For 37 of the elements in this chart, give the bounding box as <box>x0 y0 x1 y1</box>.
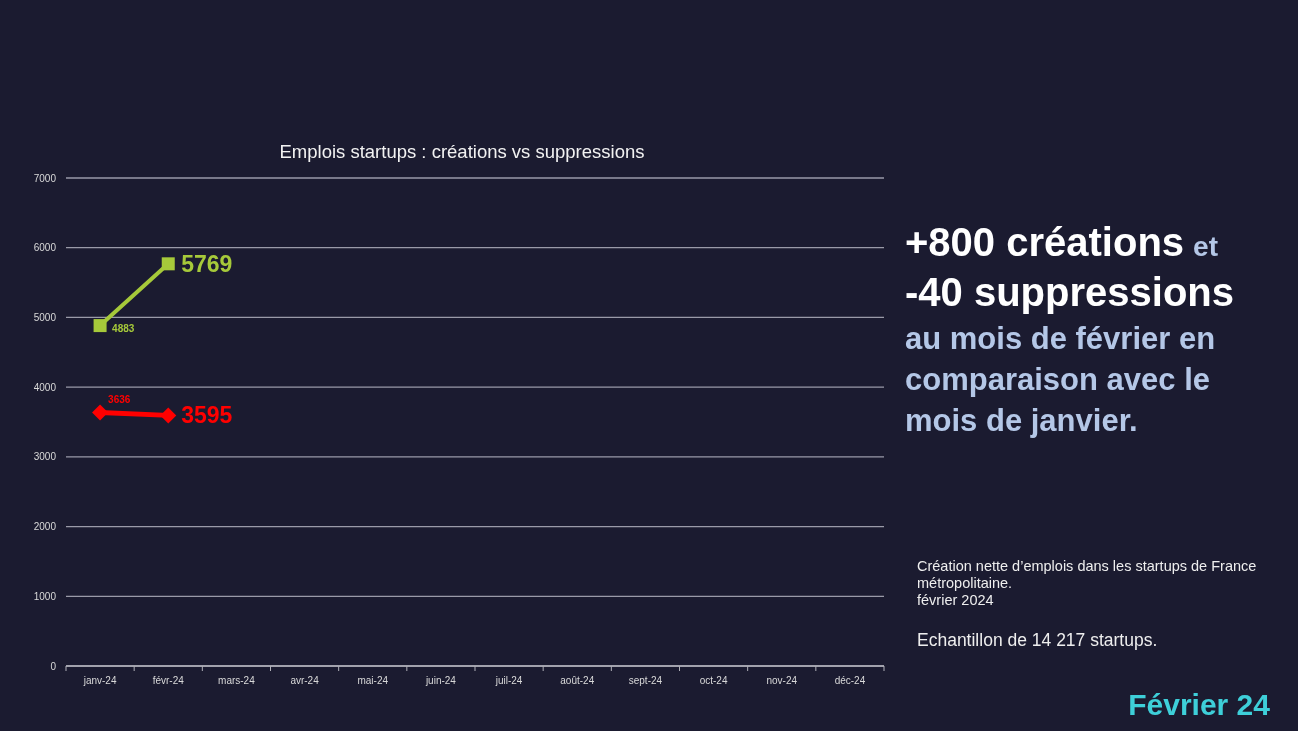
x-tick-label: avr-24 <box>290 675 320 686</box>
point <box>161 257 175 271</box>
text: Février 24 <box>1128 688 1271 721</box>
x-tick-label: mars-24 <box>218 675 256 686</box>
text: Création nette d’emplois dans les startups de France métropolitaine. <box>917 558 1257 591</box>
x-tick-label: janv-24 <box>82 675 117 686</box>
point <box>160 407 177 424</box>
x-tick-label: août-24 <box>560 675 595 686</box>
x-tick-label: juin-24 <box>424 675 457 686</box>
point <box>93 319 107 333</box>
text: au mois de février en comparaison avec le mois de janvier. <box>905 321 1216 438</box>
y-tick-label: 1000 <box>33 590 57 602</box>
x-tick-label: sept-24 <box>628 675 663 686</box>
y-tick-label: 3000 <box>33 451 57 463</box>
point <box>92 404 109 421</box>
text: -40 suppressions <box>905 270 1235 314</box>
x-tick-label: nov-24 <box>766 675 798 686</box>
x-tick-label: déc-24 <box>834 675 866 686</box>
y-tick-label: 0 <box>50 660 57 672</box>
text: +800 créations <box>905 220 1185 264</box>
chart-title: Emplois startups : créations vs suppressions <box>279 141 645 162</box>
text: février 2024 <box>917 592 994 608</box>
x-tick-label: mai-24 <box>357 675 389 686</box>
y-tick-label: 7000 <box>33 172 57 184</box>
y-tick-label: 4000 <box>33 381 57 393</box>
data-label: 4883 <box>112 322 135 334</box>
x-tick-label: juil-24 <box>494 675 523 686</box>
data-label: 3595 <box>181 402 233 429</box>
x-tick-label: oct-24 <box>699 675 728 686</box>
data-label: 5769 <box>181 250 233 277</box>
data-label: 3636 <box>108 393 131 405</box>
text: et <box>1193 231 1218 262</box>
y-tick-label: 6000 <box>33 242 57 254</box>
text: Echantillon de 14 217 startups. <box>917 630 1158 650</box>
y-tick-label: 5000 <box>33 311 57 323</box>
y-tick-label: 2000 <box>33 521 57 533</box>
x-tick-label: févr-24 <box>152 675 185 686</box>
